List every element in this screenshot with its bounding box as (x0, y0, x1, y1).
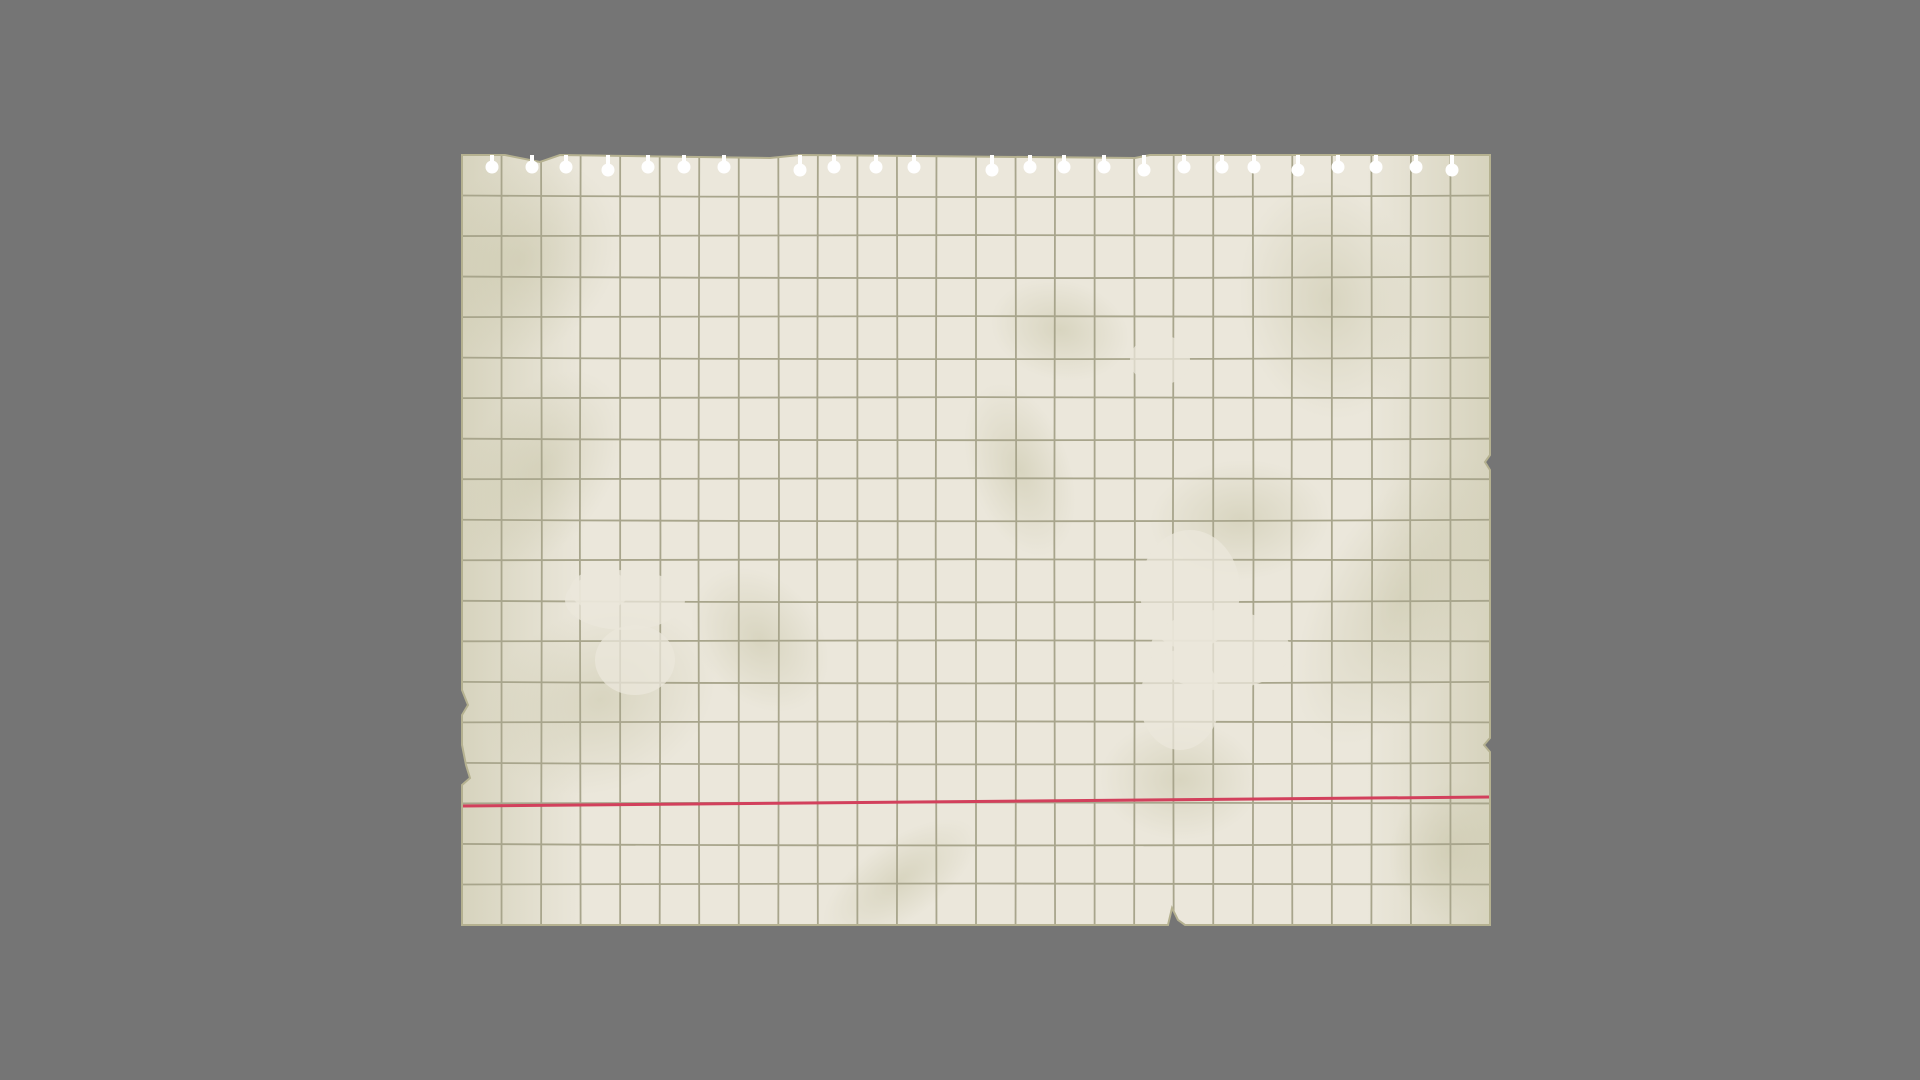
grid-line-vertical (697, 155, 701, 925)
grid-line-horizontal (462, 315, 1490, 319)
spiral-hole (1215, 155, 1229, 174)
grid-line-vertical (540, 155, 543, 925)
grid-line-vertical (1053, 155, 1056, 925)
spiral-hole (869, 155, 883, 174)
grid-line-horizontal (462, 275, 1490, 279)
grid-line-horizontal (462, 356, 1490, 361)
grid-line-horizontal (462, 720, 1490, 724)
spiral-hole (1247, 155, 1261, 174)
spiral-hole (827, 155, 841, 174)
grid-line-horizontal (462, 518, 1490, 523)
grid-line-vertical (816, 155, 819, 925)
stain (462, 159, 621, 361)
grid-line-vertical (1014, 155, 1018, 925)
grid-line-vertical (1370, 155, 1374, 925)
spiral-hole (1331, 155, 1345, 174)
spiral-hole (793, 155, 807, 177)
worn-patch (570, 570, 630, 610)
spiral-hole (677, 155, 691, 174)
spiral-hole (1137, 155, 1151, 177)
grid-line-horizontal (462, 234, 1490, 237)
spiral-hole (985, 155, 999, 177)
grid-line-horizontal (462, 882, 1490, 886)
grid-line-vertical (1409, 155, 1412, 925)
spiral-hole (1057, 155, 1071, 174)
spiral-hole (1023, 155, 1037, 174)
grid-line-horizontal (462, 558, 1490, 562)
worn-patch (1140, 650, 1220, 750)
grid-line-horizontal (462, 437, 1490, 442)
grid-line-vertical (578, 155, 582, 925)
worn-patch (1130, 335, 1190, 385)
spiral-hole (485, 155, 499, 174)
grid-line-horizontal (462, 843, 1490, 847)
spiral-hole (1097, 155, 1111, 174)
spiral-hole (1177, 155, 1191, 174)
spiral-hole (1291, 155, 1305, 177)
spiral-hole (907, 155, 921, 174)
spiral-hole (1409, 155, 1423, 174)
spiral-hole (717, 155, 731, 174)
grid-line-horizontal (462, 194, 1490, 198)
stain (822, 818, 978, 925)
paper-sheet (461, 153, 1491, 926)
margin-line (462, 795, 1490, 808)
stain (964, 383, 1076, 557)
grid-line-horizontal (462, 477, 1490, 481)
paper-grid (462, 155, 1490, 925)
spiral-hole (641, 155, 655, 174)
grid-line-vertical (934, 155, 938, 925)
stain (1239, 180, 1421, 420)
grid-line-vertical (1290, 155, 1294, 925)
grid-line-vertical (1251, 155, 1255, 925)
grid-line-horizontal (462, 396, 1490, 400)
spiral-hole (559, 155, 573, 174)
grid-line-vertical (777, 155, 780, 925)
spiral-hole (1369, 155, 1383, 174)
grid-line-horizontal (462, 761, 1490, 766)
spiral-holes (485, 155, 1459, 177)
worn-patch (595, 625, 675, 695)
spiral-hole (525, 155, 539, 174)
grid-line-vertical (896, 155, 899, 925)
grid-line-vertical (1133, 155, 1136, 925)
paper-edge (461, 153, 1491, 926)
spiral-hole (1445, 155, 1459, 177)
worn-patches (565, 335, 1290, 750)
stain (1295, 454, 1490, 746)
stain (1100, 719, 1260, 841)
grid-line-vertical (658, 155, 662, 925)
spiral-hole (601, 155, 615, 177)
